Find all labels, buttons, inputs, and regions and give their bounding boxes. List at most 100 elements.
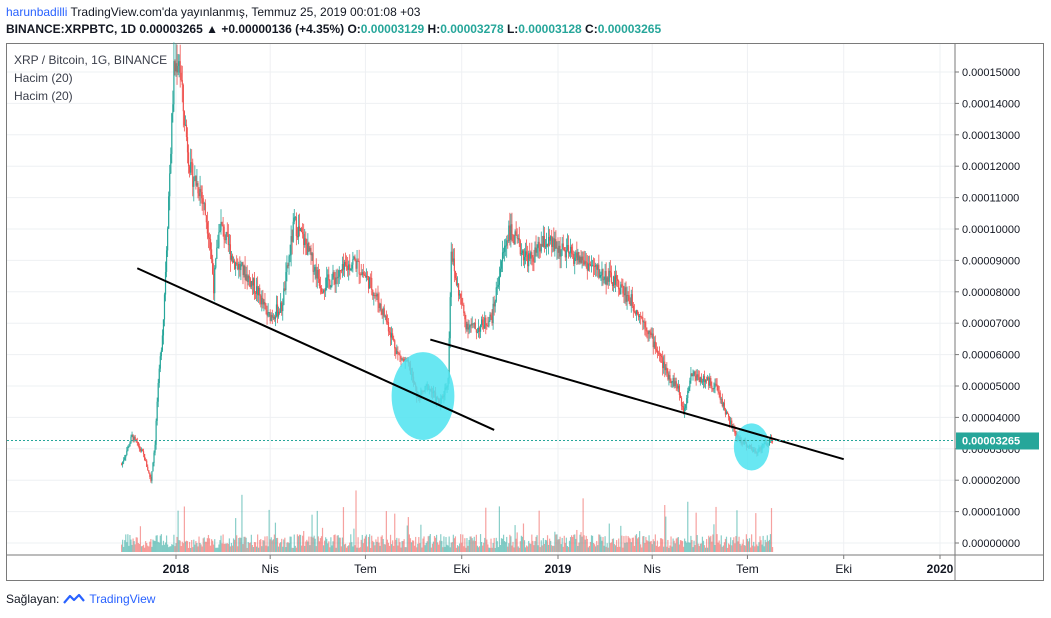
volume-bar bbox=[409, 538, 412, 552]
candle-body bbox=[608, 270, 610, 282]
volume-bar bbox=[740, 545, 742, 552]
candle-body bbox=[553, 238, 555, 251]
volume-bar bbox=[523, 540, 526, 552]
candle-body bbox=[205, 215, 207, 223]
volume-bar bbox=[577, 545, 579, 552]
chart-frame[interactable] bbox=[6, 43, 1044, 581]
volume-bar bbox=[407, 517, 409, 552]
volume-bar bbox=[565, 537, 567, 552]
volume-bar bbox=[254, 542, 257, 552]
volume-bar bbox=[759, 536, 761, 552]
volume-bar bbox=[358, 547, 360, 552]
candle-body bbox=[587, 263, 589, 271]
candle-body bbox=[334, 277, 336, 285]
volume-bar bbox=[617, 546, 619, 552]
volume-bar bbox=[753, 541, 755, 552]
candle-body bbox=[272, 316, 274, 318]
candle-body bbox=[634, 311, 637, 315]
volume-bar bbox=[516, 532, 518, 552]
published-text: TradingView.com'da yayınlanmış, Temmuz 2… bbox=[67, 5, 421, 19]
volume-bar bbox=[363, 538, 365, 552]
volume-bar bbox=[335, 547, 337, 552]
volume-bar bbox=[420, 524, 422, 552]
volume-bar bbox=[429, 534, 431, 552]
volume-bar bbox=[490, 538, 492, 552]
volume-bar bbox=[392, 540, 394, 552]
candle-body bbox=[471, 323, 473, 326]
candle-body bbox=[561, 243, 563, 250]
volume-bar bbox=[622, 547, 624, 552]
volume-bar bbox=[567, 547, 570, 552]
volume-bar bbox=[439, 540, 441, 552]
volume-bar bbox=[446, 544, 448, 552]
candle-body bbox=[469, 325, 471, 328]
author-link[interactable]: harunbadilli bbox=[6, 5, 68, 19]
candle-body bbox=[240, 265, 242, 271]
volume-bar bbox=[342, 507, 345, 552]
volume-bar bbox=[642, 536, 644, 552]
candle-body bbox=[687, 391, 689, 398]
volume-bar bbox=[289, 536, 291, 552]
volume-bar bbox=[718, 540, 720, 552]
candle-body bbox=[527, 254, 529, 267]
candle-body bbox=[330, 286, 332, 288]
volume-bar bbox=[714, 544, 716, 552]
candle-body bbox=[229, 244, 232, 260]
volume-bar bbox=[739, 543, 741, 552]
y-tick-label: 0.00011000 bbox=[962, 193, 1019, 205]
volume-bar bbox=[581, 536, 583, 552]
candle-body bbox=[366, 275, 369, 277]
candle-body bbox=[668, 375, 670, 380]
candle-body bbox=[519, 240, 521, 255]
volume-bar bbox=[612, 538, 615, 552]
volume-bar bbox=[644, 542, 646, 552]
volume-bar bbox=[496, 541, 498, 552]
volume-bar bbox=[541, 545, 543, 552]
volume-bar bbox=[153, 540, 155, 552]
volume-bar bbox=[129, 535, 131, 552]
volume-bar bbox=[488, 547, 490, 552]
volume-bar bbox=[400, 547, 402, 552]
candle-body bbox=[168, 196, 170, 229]
candle-body bbox=[702, 376, 705, 382]
volume-bar bbox=[357, 537, 359, 552]
candle-body bbox=[591, 265, 594, 267]
legend-title: XRP / Bitcoin, 1G, BINANCE bbox=[14, 53, 168, 67]
volume-bar bbox=[475, 534, 477, 552]
volume-bar bbox=[767, 541, 769, 552]
tradingview-link[interactable]: TradingView bbox=[89, 592, 156, 606]
volume-bar bbox=[592, 543, 595, 552]
candle-body bbox=[452, 258, 454, 262]
candle-body bbox=[653, 341, 655, 348]
candle-body bbox=[318, 278, 320, 286]
candle-body bbox=[349, 264, 351, 271]
volume-bar bbox=[120, 544, 123, 552]
volume-bar bbox=[218, 544, 220, 552]
candle-body bbox=[454, 271, 457, 279]
candle-body bbox=[558, 245, 560, 253]
candle-body bbox=[254, 293, 257, 294]
candle-body bbox=[120, 464, 123, 466]
close-value: 0.00003265 bbox=[597, 22, 662, 36]
volume-bar bbox=[217, 547, 219, 552]
volume-bar bbox=[502, 534, 505, 552]
volume-bar bbox=[634, 535, 637, 552]
candle-body bbox=[584, 261, 586, 265]
candle-body bbox=[402, 358, 404, 360]
volume-bar bbox=[466, 538, 468, 552]
volume-bar bbox=[200, 544, 202, 552]
volume-bar bbox=[124, 540, 126, 552]
candle-body bbox=[315, 267, 317, 279]
candle-body bbox=[130, 436, 132, 443]
candle-body bbox=[492, 303, 494, 324]
candle-body bbox=[671, 381, 673, 383]
volume-bar bbox=[603, 545, 605, 552]
volume-bar bbox=[379, 545, 381, 552]
candle-body bbox=[236, 262, 238, 265]
volume-bar bbox=[231, 545, 234, 552]
candle-body bbox=[339, 270, 341, 271]
candle-body bbox=[331, 279, 333, 287]
candle-body bbox=[565, 250, 567, 258]
candle-body bbox=[632, 305, 634, 312]
